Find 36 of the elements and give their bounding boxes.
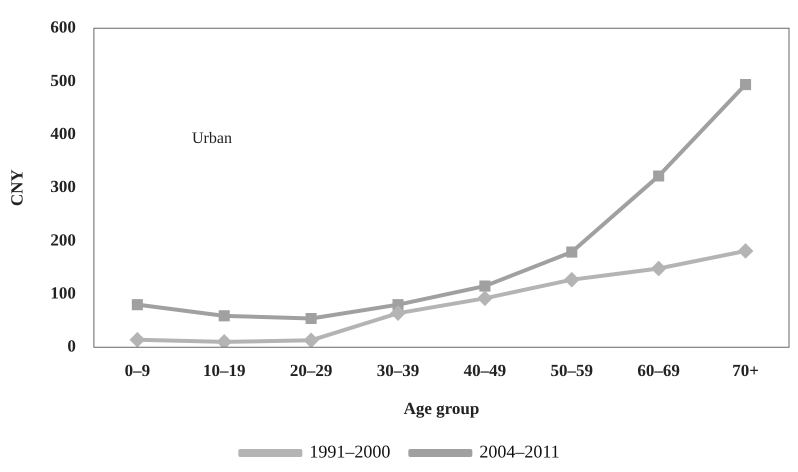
point: [304, 333, 318, 348]
point: [391, 306, 406, 320]
point: [740, 79, 752, 90]
x-tick-label: 30–39: [376, 360, 420, 380]
y-tick-label: 100: [50, 283, 76, 302]
y-tick-label: 0: [67, 336, 76, 356]
point: [653, 170, 664, 182]
y-tick-label: 200: [50, 230, 76, 250]
point: [217, 334, 232, 348]
point: [130, 332, 144, 347]
x-axis-title: Age group: [404, 399, 480, 418]
point: [392, 299, 404, 310]
point: [564, 272, 579, 287]
point: [479, 280, 490, 292]
x-tick-label: 60–69: [637, 360, 680, 380]
x-tick-label: 0–9: [124, 360, 150, 380]
point: [306, 312, 317, 324]
point: [218, 310, 230, 322]
legend-label: 2004–2011: [479, 442, 560, 462]
x-tick-label: 10–19: [202, 360, 246, 380]
point: [566, 246, 578, 258]
x-tick-label: 20–29: [290, 360, 332, 380]
point: [132, 299, 143, 310]
point: [738, 244, 753, 258]
y-tick-label: 600: [50, 18, 76, 37]
y-tick-label: 400: [50, 124, 76, 143]
x-tick-label: 40–49: [464, 360, 506, 380]
y-axis-title: CNY: [8, 169, 27, 206]
x-tick-label: 70+: [732, 360, 759, 380]
x-tick-label: 50–59: [550, 360, 594, 380]
y-tick-label: 300: [50, 177, 76, 196]
point: [652, 262, 666, 276]
annotation: Urban: [192, 130, 232, 148]
y-tick-label: 500: [50, 70, 76, 90]
legend-label: 1991–2000: [309, 442, 390, 462]
point: [478, 291, 492, 306]
